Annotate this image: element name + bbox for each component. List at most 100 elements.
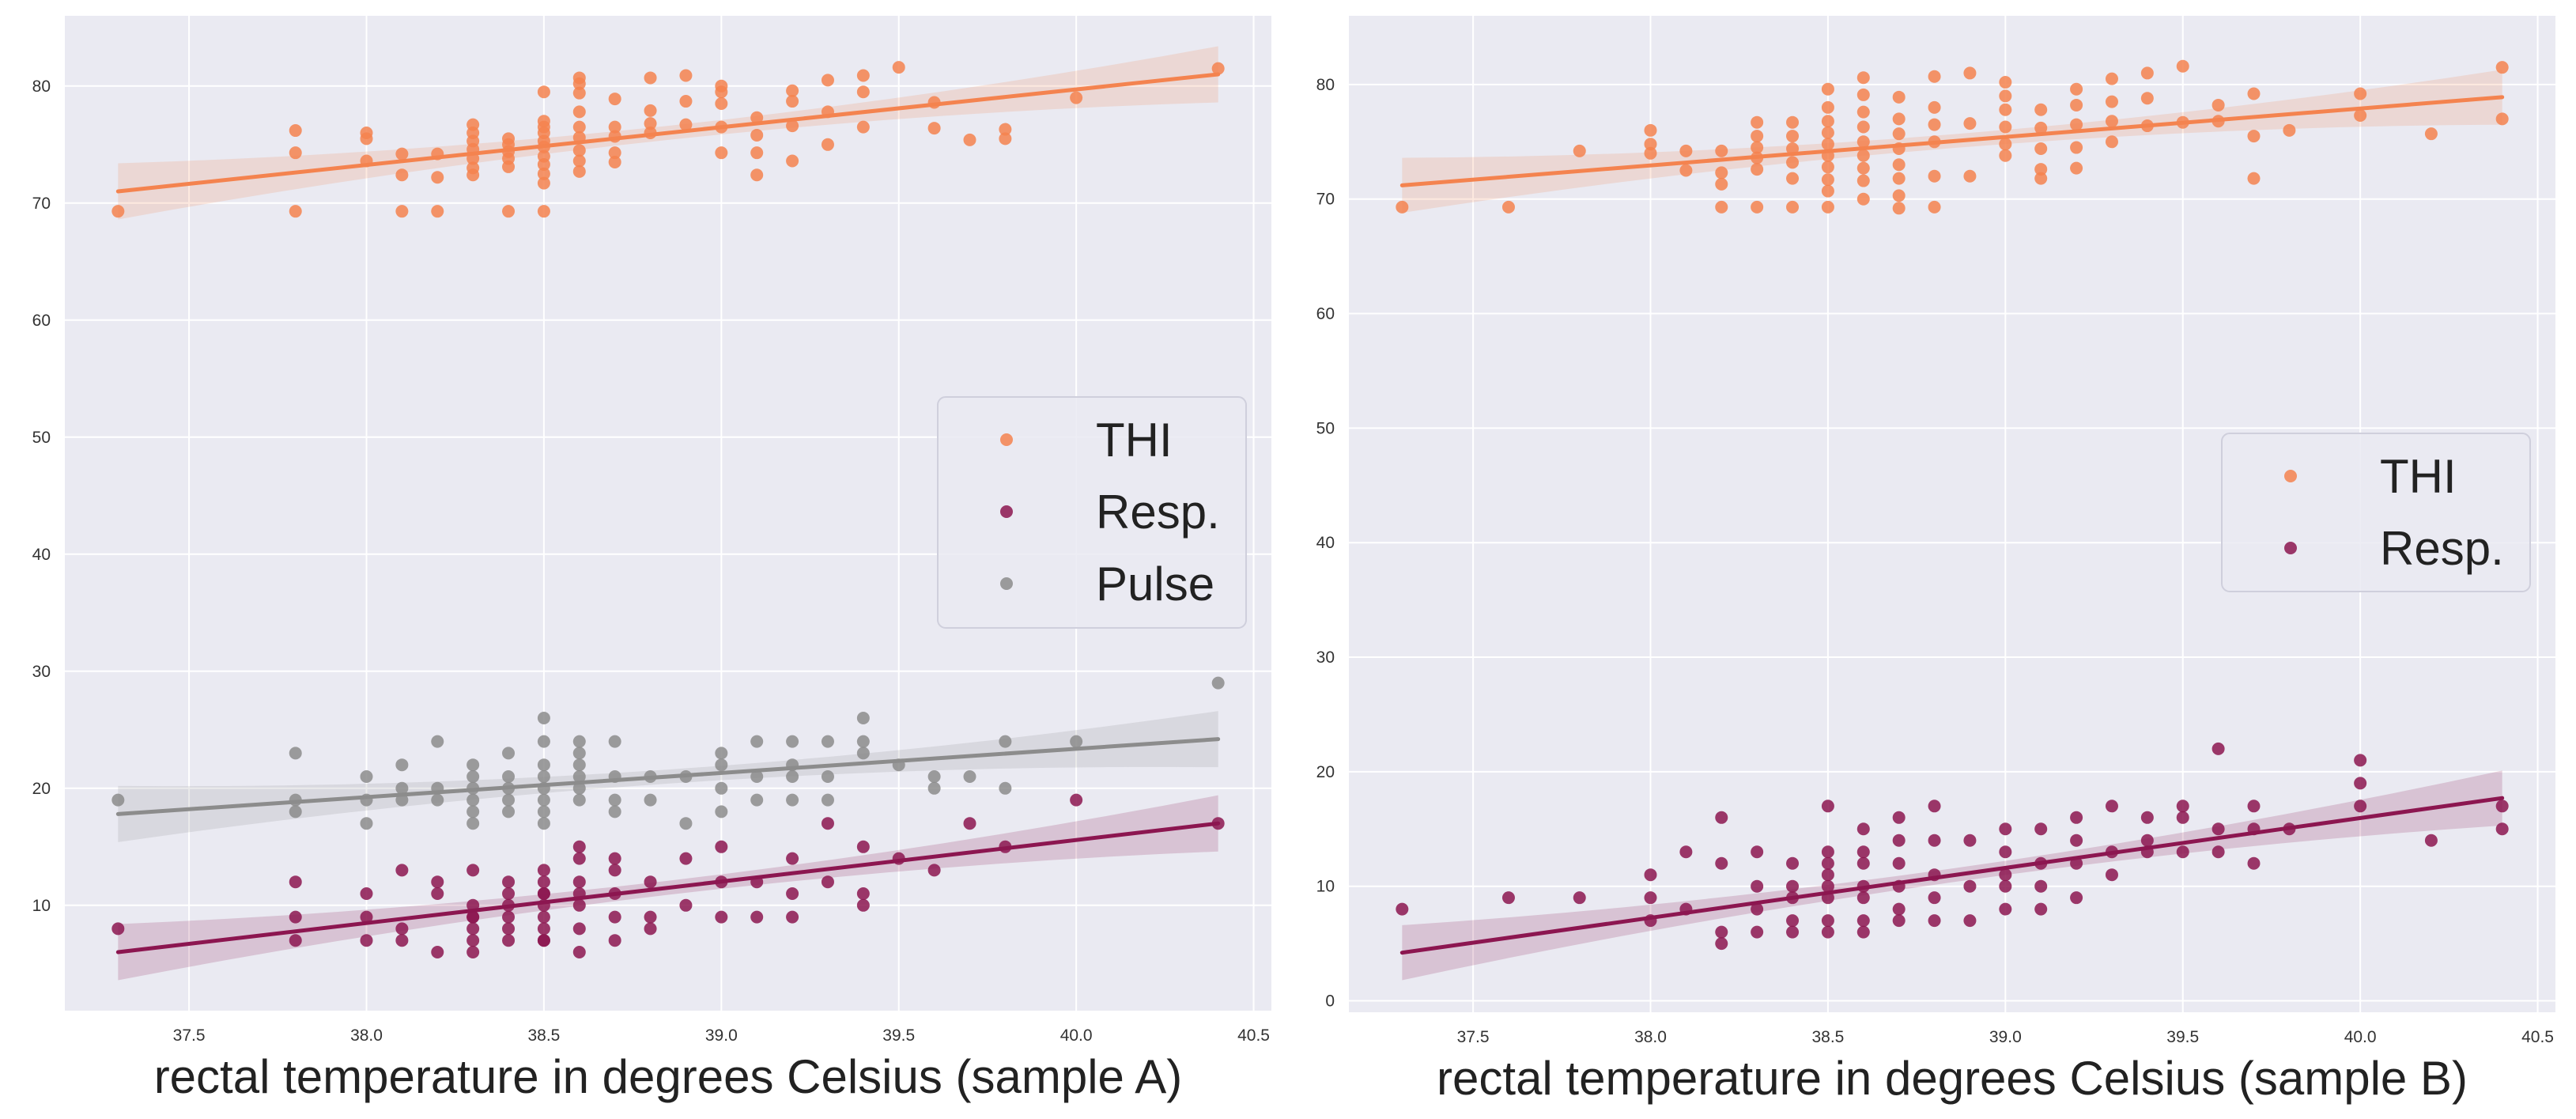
- data-point: [644, 117, 657, 130]
- data-point: [1786, 115, 1800, 129]
- data-point: [537, 805, 550, 818]
- y-tick-label: 80: [32, 77, 51, 96]
- data-point: [999, 735, 1012, 748]
- data-point: [1856, 88, 1870, 101]
- data-point: [1751, 115, 1764, 129]
- data-point: [572, 77, 586, 90]
- data-point: [1892, 202, 1906, 215]
- data-point: [821, 793, 834, 807]
- data-point: [2247, 130, 2261, 143]
- data-point: [856, 887, 870, 900]
- data-point: [1821, 914, 1834, 928]
- data-point: [1715, 177, 1728, 191]
- data-point: [2034, 142, 2048, 155]
- series-thi: [1396, 59, 2509, 215]
- data-point: [786, 793, 799, 807]
- data-point: [2354, 87, 2367, 100]
- data-point: [289, 805, 302, 818]
- x-tick-label: 40.5: [2521, 1028, 2554, 1046]
- data-point: [502, 875, 516, 889]
- data-point: [2354, 754, 2367, 767]
- data-point: [1856, 174, 1870, 187]
- data-point: [1892, 172, 1906, 185]
- y-tick-label: 30: [1316, 648, 1335, 667]
- data-point: [289, 747, 302, 760]
- regression-line: [115, 737, 1221, 816]
- data-point: [572, 758, 586, 772]
- data-point: [927, 122, 941, 135]
- data-point: [679, 852, 693, 865]
- data-point: [1501, 200, 1515, 214]
- regression-line: [1399, 95, 2505, 187]
- data-point: [1892, 90, 1906, 104]
- data-point: [1821, 82, 1834, 96]
- x-tick-label: 38.0: [350, 1026, 383, 1045]
- data-point: [1999, 902, 2012, 916]
- y-tick-label: 0: [1325, 992, 1335, 1011]
- data-point: [502, 887, 516, 900]
- data-point: [1751, 902, 1764, 916]
- data-point: [502, 910, 516, 924]
- legend: THI Resp. Pulse: [937, 396, 1247, 629]
- data-point: [821, 770, 834, 783]
- data-point: [715, 146, 728, 160]
- data-point: [537, 735, 550, 748]
- data-point: [572, 793, 586, 807]
- data-point: [715, 781, 728, 795]
- data-point: [466, 770, 480, 783]
- y-tick-label: 10: [1316, 878, 1335, 896]
- data-point: [1644, 868, 1657, 882]
- data-point: [2070, 82, 2083, 96]
- data-point: [395, 147, 409, 161]
- data-point: [289, 934, 302, 947]
- data-point: [927, 781, 941, 795]
- data-point: [1786, 856, 1800, 870]
- data-point: [572, 735, 586, 748]
- data-point: [750, 910, 764, 924]
- data-point: [537, 875, 550, 889]
- data-point: [1963, 117, 1977, 130]
- data-point: [1821, 800, 1834, 813]
- data-point: [2070, 161, 2083, 175]
- data-point: [360, 770, 373, 783]
- data-point: [786, 887, 799, 900]
- x-tick-label: 39.0: [705, 1026, 738, 1045]
- chart-panel-2: 37.5 38.0 38.5 39.0 39.5 40.0 40.5 0 10 20 30 40 50 6…: [1316, 16, 2555, 1105]
- data-point: [644, 910, 657, 924]
- data-point: [572, 875, 586, 889]
- data-point: [1928, 118, 1941, 131]
- data-point: [1892, 902, 1906, 916]
- data-point: [1963, 66, 1977, 80]
- data-point: [2176, 800, 2189, 813]
- data-point: [999, 132, 1012, 146]
- data-point: [1856, 925, 1870, 939]
- data-point: [2140, 66, 2154, 80]
- legend-marker: [1000, 577, 1013, 590]
- regression-line: [115, 821, 1221, 955]
- data-point: [1715, 166, 1728, 180]
- data-point: [431, 205, 444, 218]
- y-tick-label: 60: [32, 312, 51, 330]
- data-point: [2212, 98, 2225, 112]
- data-point: [821, 875, 834, 889]
- legend-marker: [2284, 542, 2297, 554]
- data-point: [2354, 109, 2367, 122]
- data-point: [1856, 105, 1870, 119]
- data-point: [644, 875, 657, 889]
- data-point: [1786, 200, 1800, 214]
- data-point: [1856, 192, 1870, 206]
- data-point: [786, 84, 799, 97]
- data-point: [821, 138, 834, 151]
- data-point: [537, 817, 550, 830]
- legend-marker: [2284, 470, 2297, 482]
- data-point: [856, 898, 870, 912]
- data-point: [572, 840, 586, 853]
- y-tick-label: 20: [1316, 763, 1335, 781]
- data-point: [431, 793, 444, 807]
- x-tick-label: 40.5: [1237, 1026, 1270, 1045]
- data-point: [1715, 937, 1728, 951]
- data-point: [608, 910, 621, 924]
- data-point: [572, 770, 586, 783]
- data-point: [2034, 879, 2048, 893]
- data-point: [963, 770, 976, 783]
